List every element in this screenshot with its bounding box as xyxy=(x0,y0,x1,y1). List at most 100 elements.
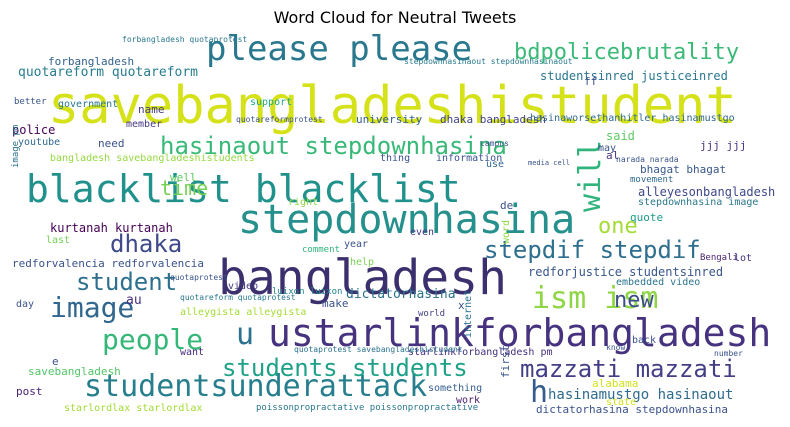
cloud-word: bdpolicebrutality xyxy=(514,40,740,65)
cloud-word: need xyxy=(98,137,125,150)
cloud-word: quotaprotest xyxy=(170,273,228,282)
cloud-word: day xyxy=(16,299,35,310)
cloud-word: mazzati mazzati xyxy=(520,355,737,383)
cloud-word: use xyxy=(486,159,505,170)
cloud-word: last xyxy=(46,235,71,246)
cloud-word: savebangladesh xyxy=(28,365,121,378)
cloud-word: university xyxy=(356,113,423,126)
cloud-word: world xyxy=(418,309,446,319)
cloud-word: h xyxy=(530,375,549,410)
cloud-word: year xyxy=(344,239,369,250)
cloud-word: forbangladesh xyxy=(48,55,135,68)
cloud-word: one xyxy=(598,214,638,239)
cloud-word: kurtanah kurtanah xyxy=(50,221,173,235)
cloud-word: post xyxy=(16,385,43,398)
cloud-word: hasinamustgo hasinaout xyxy=(548,387,734,403)
cloud-word: hasinaout stepdownhasina xyxy=(160,132,507,160)
cloud-word: al xyxy=(606,149,620,162)
cloud-word: embedded video xyxy=(616,277,701,288)
cloud-word: youtube xyxy=(18,137,61,148)
cloud-word: lot xyxy=(734,253,753,264)
cloud-word: help xyxy=(350,257,375,268)
cloud-word: bangladesh xyxy=(218,250,507,306)
chart-title: Word Cloud for Neutral Tweets xyxy=(273,8,517,27)
cloud-word: quotaprotest savebangladeshistudent xyxy=(294,345,463,354)
cloud-word: studentsinred justiceinred xyxy=(540,69,728,83)
cloud-word: hasinaworsethanhitler hasinamustgo xyxy=(530,113,735,124)
cloud-word: right xyxy=(288,197,319,208)
cloud-word: x xyxy=(458,299,465,312)
cloud-word: alabama xyxy=(592,377,639,390)
cloud-word: blacklist blacklist xyxy=(26,167,461,211)
cloud-word: student xyxy=(76,268,178,296)
cloud-word: narada narada xyxy=(616,155,679,164)
cloud-word: campus xyxy=(480,139,509,148)
cloud-word: time xyxy=(160,176,209,200)
cloud-word: thing xyxy=(380,153,411,164)
cloud-word: studentsunderattack xyxy=(84,369,428,404)
cloud-word: member xyxy=(126,119,163,130)
cloud-word: movement xyxy=(630,175,674,185)
cloud-word: name xyxy=(138,103,165,116)
cloud-word: u xyxy=(236,317,255,352)
cloud-word: well xyxy=(170,171,197,184)
cloud-word: forbangladesh quotaprotest xyxy=(122,35,248,44)
cloud-word: know xyxy=(606,343,626,352)
cloud-word: stepdownhasina xyxy=(238,197,576,243)
cloud-word: alleyesonbangladesh xyxy=(638,185,776,199)
cloud-word: work xyxy=(456,395,481,406)
cloud-word: dictatorhasina xyxy=(346,287,456,302)
cloud-word: bangladesh savebangladeshistudents xyxy=(50,153,255,164)
cloud-word: image xyxy=(50,291,135,324)
cloud-word: ism ism xyxy=(532,281,659,316)
cloud-word: ff xyxy=(584,75,598,88)
cloud-word: make xyxy=(322,297,349,310)
cloud-word: information xyxy=(436,153,503,164)
cloud-word: better xyxy=(14,97,47,107)
cloud-word: dhaka bangladesh xyxy=(440,113,546,126)
cloud-word: ustarlinkforbangladesh xyxy=(268,311,772,355)
cloud-word: luixon luixon xyxy=(272,287,343,297)
cloud-word: stepdownhasina image xyxy=(638,197,759,208)
cloud-word: media cell xyxy=(528,159,571,167)
cloud-word: jjj jjj xyxy=(700,139,747,152)
cloud-word: stepdownhasinaout stepdownhasinaout xyxy=(404,57,573,66)
word-cloud: savebangladeshistudent bangladesh stepdo… xyxy=(10,32,780,418)
cloud-word: even xyxy=(410,227,435,238)
cloud-word: number xyxy=(714,349,743,358)
cloud-word: new xyxy=(614,288,654,313)
cloud-word: government xyxy=(58,99,119,110)
cloud-word: video xyxy=(228,281,259,292)
cloud-word: savebangladeshistudent xyxy=(48,76,737,136)
cloud-word: au xyxy=(126,293,142,308)
cloud-word: quotareform quotareform xyxy=(18,65,199,80)
cloud-word: first xyxy=(499,344,512,378)
cloud-word: something xyxy=(428,383,483,394)
cloud-word: said xyxy=(606,129,635,143)
cloud-word: people xyxy=(102,323,204,356)
cloud-word: de xyxy=(500,199,514,212)
cloud-word: support xyxy=(250,97,293,108)
cloud-word: bhagat bhagat xyxy=(640,163,727,176)
cloud-word: students students xyxy=(222,354,468,382)
cloud-word: e xyxy=(52,355,59,368)
cloud-word: alleygista alleygista xyxy=(180,307,307,318)
cloud-word: redforvalencia redforvalencia xyxy=(12,257,205,270)
cloud-word: want xyxy=(180,347,205,358)
cloud-word: starlinkforbangladesh pm xyxy=(408,347,553,358)
cloud-word: quote xyxy=(630,211,664,224)
cloud-word: starlordlax starlordlax xyxy=(64,403,203,414)
cloud-word: back xyxy=(632,335,657,346)
cloud-word: quotareform quotaprotest xyxy=(180,293,296,302)
cloud-word: comment xyxy=(302,245,340,255)
cloud-word: quotareformprotest xyxy=(236,115,323,124)
cloud-word: image pm xyxy=(11,124,21,168)
cloud-word: Bengali xyxy=(700,253,738,263)
cloud-word: redforjustice studentsinred xyxy=(528,265,724,279)
cloud-word: may xyxy=(598,143,617,154)
cloud-word: police xyxy=(12,123,56,137)
cloud-word: internet xyxy=(463,289,474,338)
cloud-word: dictatorhasina stepdownhasina xyxy=(536,403,729,416)
cloud-word: please please xyxy=(206,32,473,69)
cloud-word: state xyxy=(606,397,637,408)
